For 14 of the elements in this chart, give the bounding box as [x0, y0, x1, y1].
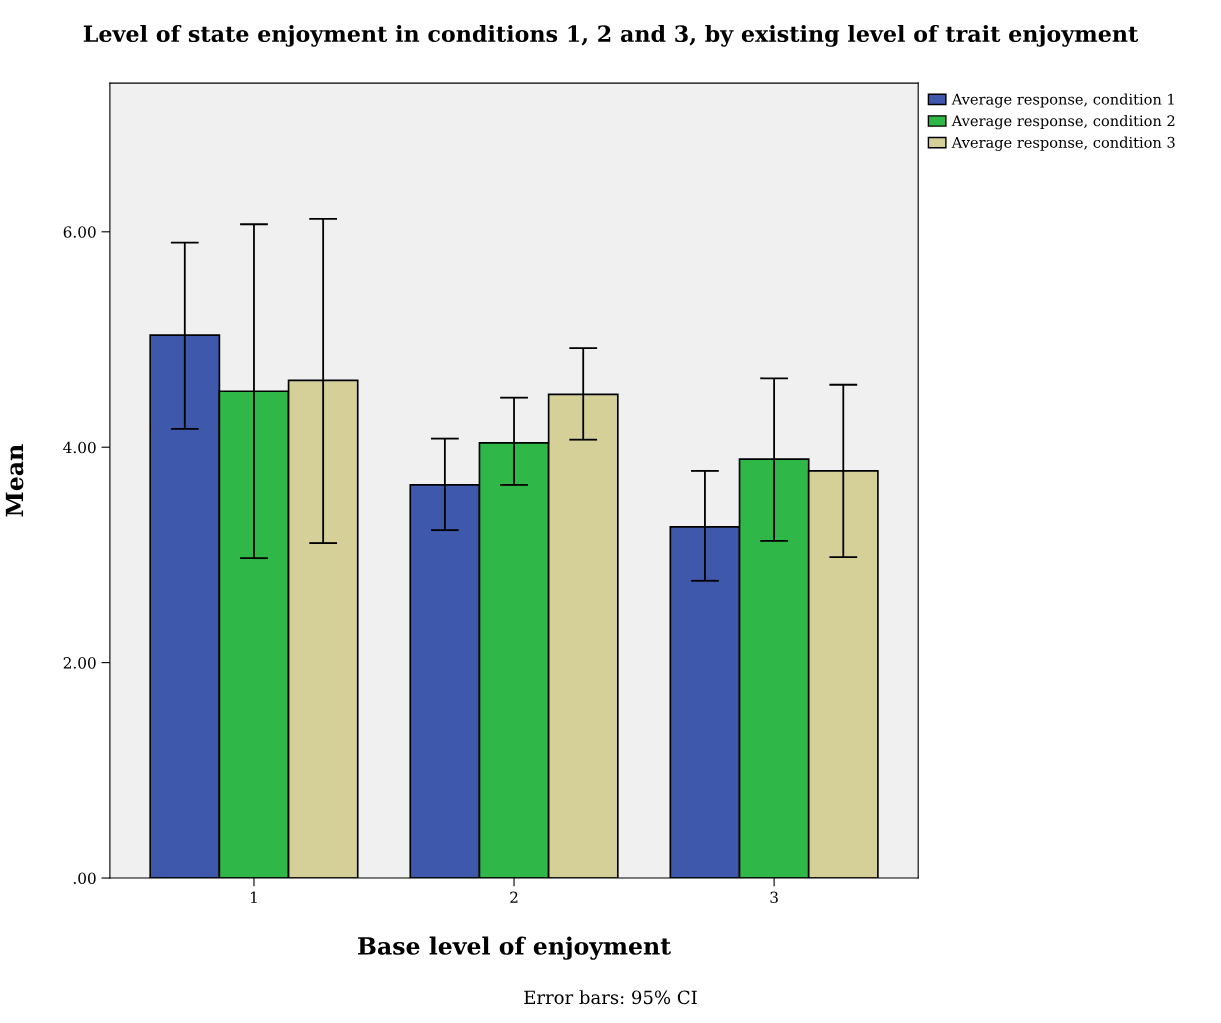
y-axis-title: Mean — [5, 444, 24, 517]
y-tick-label: 6.00 — [63, 226, 96, 238]
x-tick-label: 1 — [250, 891, 257, 903]
y-tick-label: 4.00 — [63, 441, 96, 454]
x-tick-label: 3 — [770, 891, 778, 904]
x-tick-label: 2 — [510, 891, 518, 903]
x-axis-title: Base level of enjoyment — [358, 936, 671, 960]
chart-title: Level of state enjoyment in conditions 1, 2 and 3, by existing level of trait enjoyment — [83, 24, 1139, 47]
y-tick-label: .00 — [73, 872, 96, 885]
y-tick-label: 2.00 — [63, 657, 96, 669]
legend-label: Average response, condition 1 — [951, 93, 1174, 108]
legend-label: Average response, condition 3 — [951, 136, 1175, 151]
text: Error bars: 95% CI — [524, 990, 697, 1005]
legend-label: Average response, condition 2 — [951, 114, 1175, 130]
